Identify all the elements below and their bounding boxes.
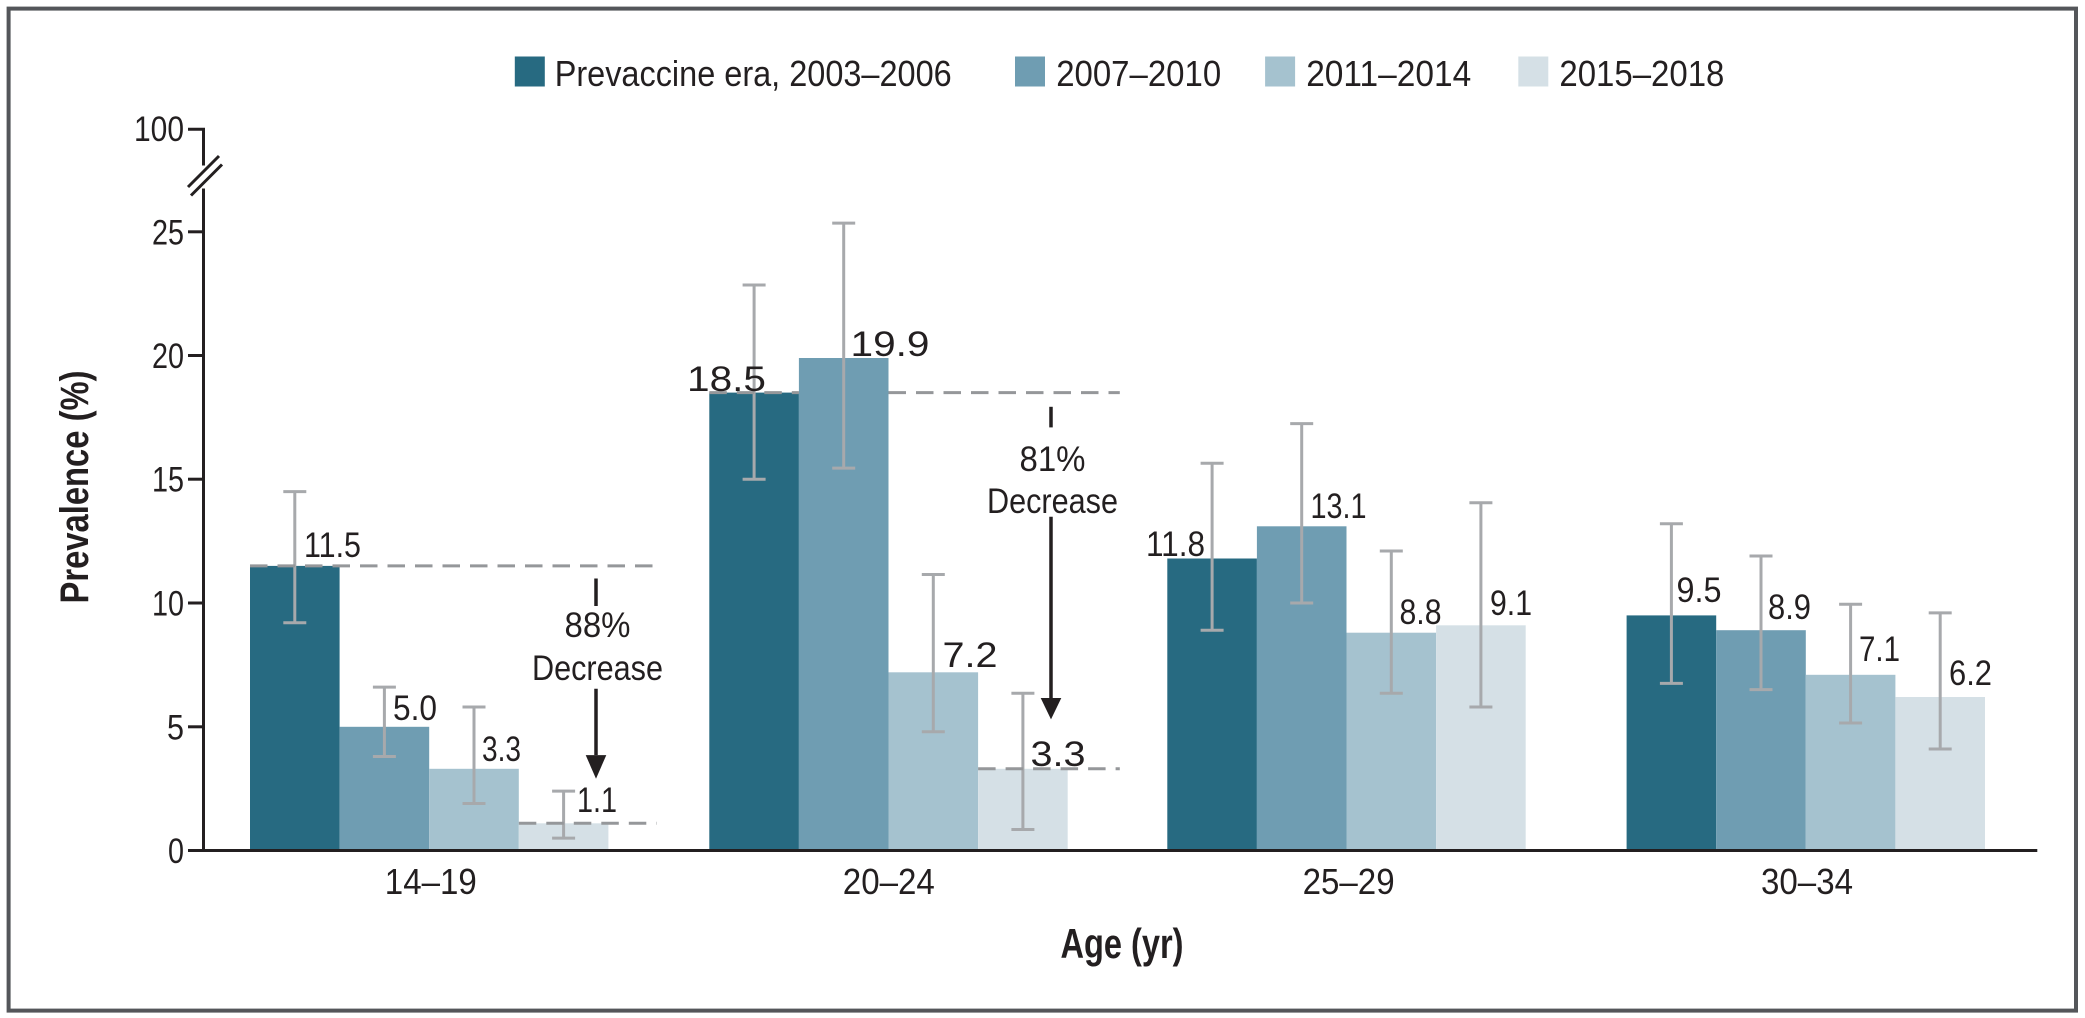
svg-text:Prevalence (%): Prevalence (%) — [53, 371, 97, 604]
svg-text:30–34: 30–34 — [1761, 861, 1853, 902]
svg-text:20: 20 — [152, 337, 184, 376]
svg-text:2011–2014: 2011–2014 — [1306, 53, 1471, 94]
svg-text:15: 15 — [152, 461, 184, 500]
svg-text:11.8: 11.8 — [1146, 525, 1205, 564]
svg-text:3.3: 3.3 — [482, 730, 521, 769]
svg-text:6.2: 6.2 — [1949, 654, 1992, 693]
svg-text:5: 5 — [167, 708, 184, 747]
svg-text:5.0: 5.0 — [393, 689, 437, 728]
svg-text:9.1: 9.1 — [1490, 584, 1532, 623]
svg-text:Age (yr): Age (yr) — [1061, 920, 1184, 967]
svg-text:11.5: 11.5 — [304, 526, 361, 565]
svg-text:0: 0 — [168, 832, 184, 871]
svg-text:Prevaccine era, 2003–2006: Prevaccine era, 2003–2006 — [555, 53, 952, 94]
svg-text:9.5: 9.5 — [1677, 571, 1722, 610]
svg-text:100: 100 — [134, 110, 184, 149]
svg-text:18.5: 18.5 — [687, 360, 766, 399]
svg-text:7.1: 7.1 — [1859, 630, 1900, 669]
svg-text:10: 10 — [152, 585, 184, 624]
svg-text:2007–2010: 2007–2010 — [1056, 53, 1221, 94]
svg-text:Decrease: Decrease — [987, 482, 1118, 521]
svg-text:1.1: 1.1 — [577, 781, 617, 820]
svg-text:14–19: 14–19 — [385, 861, 477, 902]
svg-text:8.8: 8.8 — [1400, 593, 1442, 632]
svg-text:20–24: 20–24 — [843, 861, 935, 902]
svg-text:81%: 81% — [1020, 440, 1086, 479]
svg-text:2015–2018: 2015–2018 — [1559, 53, 1724, 94]
svg-text:7.2: 7.2 — [943, 636, 998, 675]
svg-text:19.9: 19.9 — [851, 325, 930, 364]
svg-text:8.9: 8.9 — [1768, 588, 1811, 627]
svg-text:13.1: 13.1 — [1311, 487, 1367, 526]
svg-text:3.3: 3.3 — [1031, 735, 1086, 774]
svg-text:25: 25 — [152, 213, 184, 252]
svg-text:25–29: 25–29 — [1303, 861, 1395, 902]
svg-text:88%: 88% — [565, 606, 631, 645]
svg-text:Decrease: Decrease — [532, 649, 663, 688]
